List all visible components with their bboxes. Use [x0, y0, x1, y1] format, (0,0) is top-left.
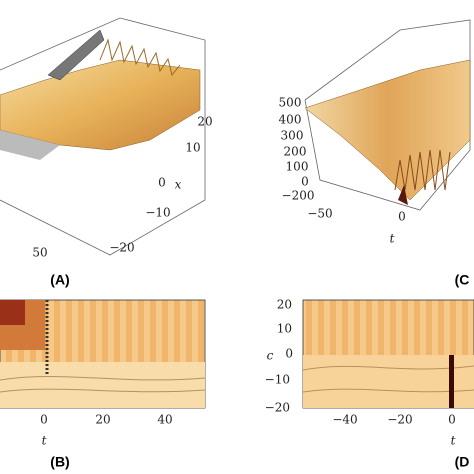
tick-label: 0 [40, 413, 48, 427]
tick-label: 40 [157, 413, 172, 427]
tick-label: 20 [197, 115, 212, 129]
tick-label: 50 [32, 246, 47, 260]
tick-label: 10 [185, 141, 200, 155]
tick-label: 20 [95, 413, 110, 427]
tick-label: −50 [307, 207, 332, 221]
panel-label: (B) [50, 454, 69, 470]
panel-label: (A) [50, 272, 69, 288]
axis-label: t [42, 434, 47, 448]
tick-label: −10 [145, 206, 170, 220]
tick-label: 10 [277, 322, 292, 336]
tick-label: −20 [109, 241, 134, 255]
tick-label: 20 [277, 298, 292, 312]
axis-label: t [451, 434, 456, 448]
axis-label: t [390, 232, 395, 246]
axis-label: x [175, 178, 182, 192]
contour-d [302, 299, 474, 409]
tick-label: 0 [301, 175, 309, 189]
tick-label: 500 [279, 96, 302, 110]
surface-c [304, 19, 471, 211]
tick-label: 0 [398, 210, 406, 224]
tick-label: 300 [281, 129, 304, 143]
tick-label: −20 [265, 401, 290, 415]
tick-label: −10 [265, 373, 290, 387]
tick-label: 0 [448, 413, 456, 427]
tick-label: −200 [282, 189, 315, 203]
surface-a [0, 17, 206, 256]
tick-label: 0 [285, 347, 293, 361]
tick-label: −20 [387, 413, 412, 427]
tick-label: 400 [279, 113, 302, 127]
tick-label: 200 [284, 145, 307, 159]
panel-label: (D [455, 454, 470, 470]
tick-label: 100 [286, 160, 309, 174]
panel-label: (C [455, 272, 470, 288]
contour-b [0, 299, 206, 409]
tick-label: −40 [332, 413, 357, 427]
tick-label: 0 [158, 176, 166, 190]
axis-label: c [267, 349, 274, 363]
